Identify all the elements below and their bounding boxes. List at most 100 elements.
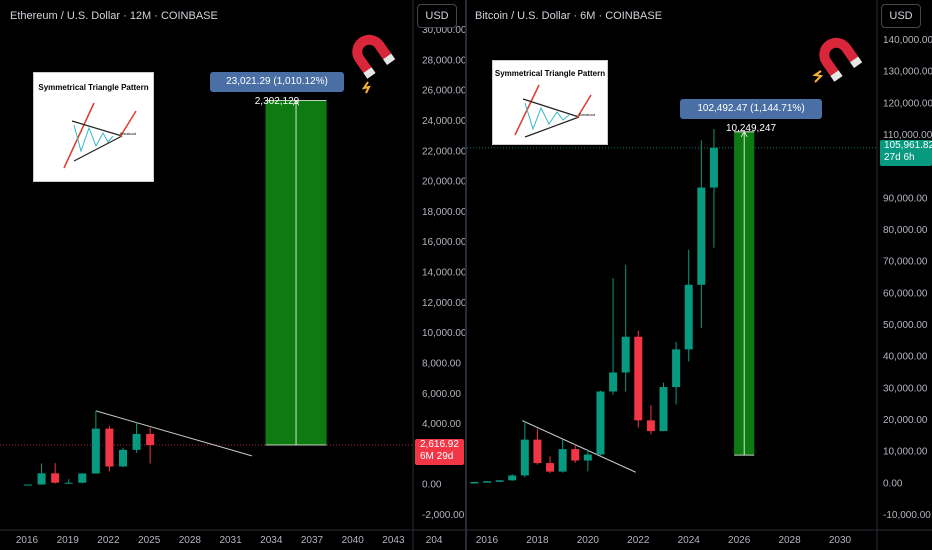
- btc-price-tag: 105,961.82 27d 6h: [880, 140, 932, 166]
- btc-y-tick-label: 20,000.00: [883, 415, 928, 426]
- eth-candle[interactable]: [51, 473, 60, 483]
- eth-candle[interactable]: [132, 433, 141, 450]
- btc-candle[interactable]: [583, 454, 592, 461]
- btc-x-tick-label: 2020: [577, 535, 600, 546]
- btc-chart-panel[interactable]: -10,000.00 0.00 10,000.00 20,000.00 30,000.0…: [467, 0, 932, 550]
- btc-infobox-title: Symmetrical Triangle Pattern: [494, 69, 606, 78]
- eth-candle[interactable]: [78, 473, 87, 483]
- eth-chart-panel[interactable]: -2,000.000.002,000.004,000.006,000.008,0…: [0, 0, 467, 550]
- btc-candle[interactable]: [571, 449, 580, 461]
- eth-y-tick-label: 10,000.00: [422, 328, 467, 339]
- btc-candle[interactable]: [533, 439, 542, 464]
- btc-x-tick-label: 2016: [476, 535, 499, 546]
- btc-candle[interactable]: [508, 475, 517, 481]
- eth-x-tick-label: 204: [426, 535, 443, 546]
- btc-breakout-label: Breakout: [579, 112, 596, 117]
- btc-y-tick-label: 110,000.00: [883, 130, 932, 141]
- btc-x-tick-label: 2022: [627, 535, 650, 546]
- btc-pattern-infobox: Symmetrical Triangle Pattern Breakout: [492, 60, 608, 145]
- btc-y-tick-label: -10,000.00: [883, 510, 931, 521]
- eth-price-value: 2,616.92: [420, 439, 459, 450]
- eth-y-tick-label: 6,000.00: [422, 389, 461, 400]
- eth-x-tick-label: 2022: [97, 535, 120, 546]
- eth-candle[interactable]: [105, 428, 114, 467]
- eth-y-tick-label: 16,000.00: [422, 237, 467, 248]
- btc-candle[interactable]: [470, 481, 479, 484]
- btc-chart-title: Bitcoin / U.S. Dollar · 6M · COINBASE: [475, 10, 663, 22]
- btc-candle[interactable]: [546, 463, 555, 472]
- btc-y-tick-label: 40,000.00: [883, 352, 928, 363]
- btc-trendline[interactable]: [522, 420, 636, 473]
- eth-y-tick-label: 8,000.00: [422, 358, 461, 369]
- eth-candle[interactable]: [119, 449, 127, 467]
- eth-measure-label: 23,021.29 (1,010.12%) 2,302,129: [210, 72, 344, 107]
- eth-candle[interactable]: [64, 482, 73, 484]
- btc-candle[interactable]: [558, 449, 567, 472]
- btc-x-tick-label: 2028: [778, 535, 801, 546]
- btc-candle[interactable]: [520, 439, 529, 476]
- eth-trendline[interactable]: [95, 410, 253, 457]
- btc-y-tick-label: 90,000.00: [883, 193, 928, 204]
- eth-y-tick-label: 24,000.00: [422, 116, 467, 127]
- btc-measure-label: 102,492.47 (1,144.71%) 10,249,247: [680, 99, 822, 134]
- btc-candle[interactable]: [609, 372, 618, 392]
- btc-triangle-pattern-illustration: Breakout: [514, 84, 596, 138]
- magnet-icon: [812, 37, 863, 83]
- btc-currency-button[interactable]: USD: [881, 4, 921, 28]
- magnet-icon: [352, 34, 396, 94]
- eth-price-tag: 2,616.92 6M 29d: [415, 439, 464, 465]
- btc-y-tick-label: 140,000.00: [883, 35, 932, 46]
- btc-candle[interactable]: [596, 391, 605, 455]
- btc-candle[interactable]: [709, 147, 718, 188]
- btc-x-tick-label: 2026: [728, 535, 751, 546]
- eth-y-tick-label: 28,000.00: [422, 55, 467, 66]
- eth-triangle-pattern-illustration: Breakout: [63, 102, 137, 169]
- btc-price-value: 105,961.82: [884, 140, 932, 151]
- btc-y-tick-label: 120,000.00: [883, 98, 932, 109]
- btc-candle[interactable]: [697, 187, 706, 285]
- eth-candle[interactable]: [91, 428, 100, 474]
- btc-y-tick-label: 130,000.00: [883, 67, 932, 78]
- btc-x-tick-label: 2030: [829, 535, 852, 546]
- eth-y-tick-label: 20,000.00: [422, 177, 467, 188]
- btc-candle[interactable]: [672, 349, 681, 388]
- btc-candle[interactable]: [483, 481, 491, 483]
- eth-x-tick-label: 2019: [57, 535, 80, 546]
- btc-chart[interactable]: -10,000.00 0.00 10,000.00 20,000.00 30,000.0…: [467, 0, 932, 550]
- eth-chart-title: Ethereum / U.S. Dollar · 12M · COINBASE: [10, 10, 218, 22]
- eth-y-tick-label: 26,000.00: [422, 86, 467, 97]
- eth-chart[interactable]: -2,000.000.002,000.004,000.006,000.008,0…: [0, 0, 467, 550]
- eth-price-countdown: 6M 29d: [420, 451, 454, 462]
- eth-x-tick-label: 2037: [301, 535, 324, 546]
- btc-x-tick-label: 2018: [526, 535, 549, 546]
- eth-y-tick-label: 4,000.00: [422, 419, 461, 430]
- eth-x-tick-label: 2025: [138, 535, 161, 546]
- btc-price-countdown: 27d 6h: [884, 152, 915, 163]
- eth-infobox-title: Symmetrical Triangle Pattern: [38, 83, 149, 92]
- eth-candle[interactable]: [24, 484, 32, 486]
- btc-candle[interactable]: [634, 336, 643, 421]
- btc-candle[interactable]: [646, 420, 655, 432]
- eth-x-tick-label: 2031: [219, 535, 242, 546]
- btc-x-tick-label: 2024: [678, 535, 701, 546]
- btc-y-tick-label: 50,000.00: [883, 320, 928, 331]
- eth-y-tick-label: 22,000.00: [422, 146, 467, 157]
- btc-candle[interactable]: [684, 284, 693, 350]
- eth-y-tick-label: 0.00: [422, 480, 442, 491]
- btc-y-tick-label: 70,000.00: [883, 257, 928, 268]
- eth-x-tick-label: 2040: [342, 535, 365, 546]
- btc-candle[interactable]: [495, 480, 504, 482]
- eth-pattern-infobox: Symmetrical Triangle Pattern Breakout: [33, 72, 154, 182]
- eth-breakout-label: Breakout: [120, 131, 137, 136]
- eth-currency-button[interactable]: USD: [417, 4, 457, 28]
- eth-x-tick-label: 2034: [260, 535, 283, 546]
- eth-candle[interactable]: [146, 433, 155, 446]
- btc-candle[interactable]: [621, 336, 630, 373]
- eth-y-tick-label: 18,000.00: [422, 207, 467, 218]
- eth-x-tick-label: 2028: [179, 535, 202, 546]
- btc-candle[interactable]: [659, 387, 668, 432]
- panel-divider[interactable]: [465, 0, 467, 550]
- eth-candle[interactable]: [37, 473, 46, 485]
- eth-y-tick-label: -2,000.00: [422, 510, 465, 521]
- eth-y-tick-label: 14,000.00: [422, 268, 467, 279]
